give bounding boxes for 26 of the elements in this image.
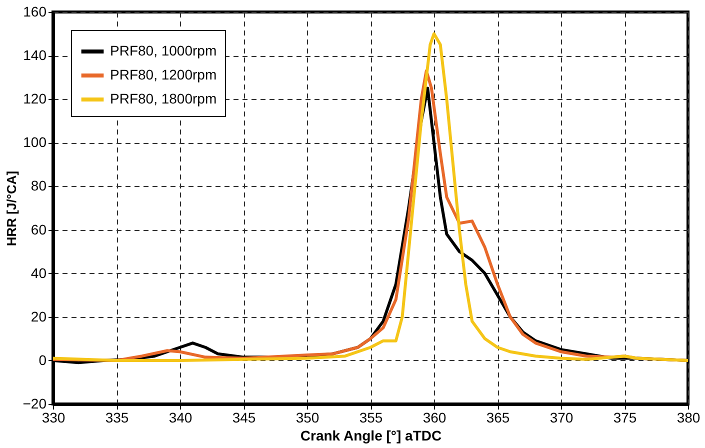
legend-label: PRF80, 1800rpm xyxy=(110,90,217,106)
legend-label: PRF80, 1200rpm xyxy=(110,66,217,82)
x-tick-label: 365 xyxy=(486,410,510,426)
y-tick-label: 40 xyxy=(30,264,47,281)
x-tick-label: 370 xyxy=(550,410,574,426)
y-tick-label: 120 xyxy=(23,90,47,107)
x-tick-label: 350 xyxy=(296,410,320,426)
y-tick-label: 160 xyxy=(23,4,47,20)
x-tick-label: 335 xyxy=(105,410,129,426)
y-tick-label: 140 xyxy=(23,47,47,64)
y-tick-label: 0 xyxy=(38,352,47,368)
y-tick-label: 20 xyxy=(30,308,47,324)
y-tick-label: 60 xyxy=(30,221,47,238)
y-tick-label: 80 xyxy=(30,178,47,194)
x-tick-label: 375 xyxy=(613,410,637,426)
y-axis-title: HRR [J/°CA] xyxy=(4,170,19,246)
x-axis-title: Crank Angle [°] aTDC xyxy=(300,428,442,444)
legend-label: PRF80, 1000rpm xyxy=(110,42,217,58)
x-tick-label: 355 xyxy=(359,410,383,426)
x-tick-label: 345 xyxy=(232,410,256,426)
y-tick-label: 100 xyxy=(23,134,47,150)
x-tick-label: 360 xyxy=(422,410,446,426)
x-tick-label: 380 xyxy=(676,410,700,426)
x-tick-label: 340 xyxy=(168,410,192,426)
y-tick-label: −20 xyxy=(22,396,47,412)
x-tick-label: 330 xyxy=(42,410,66,426)
